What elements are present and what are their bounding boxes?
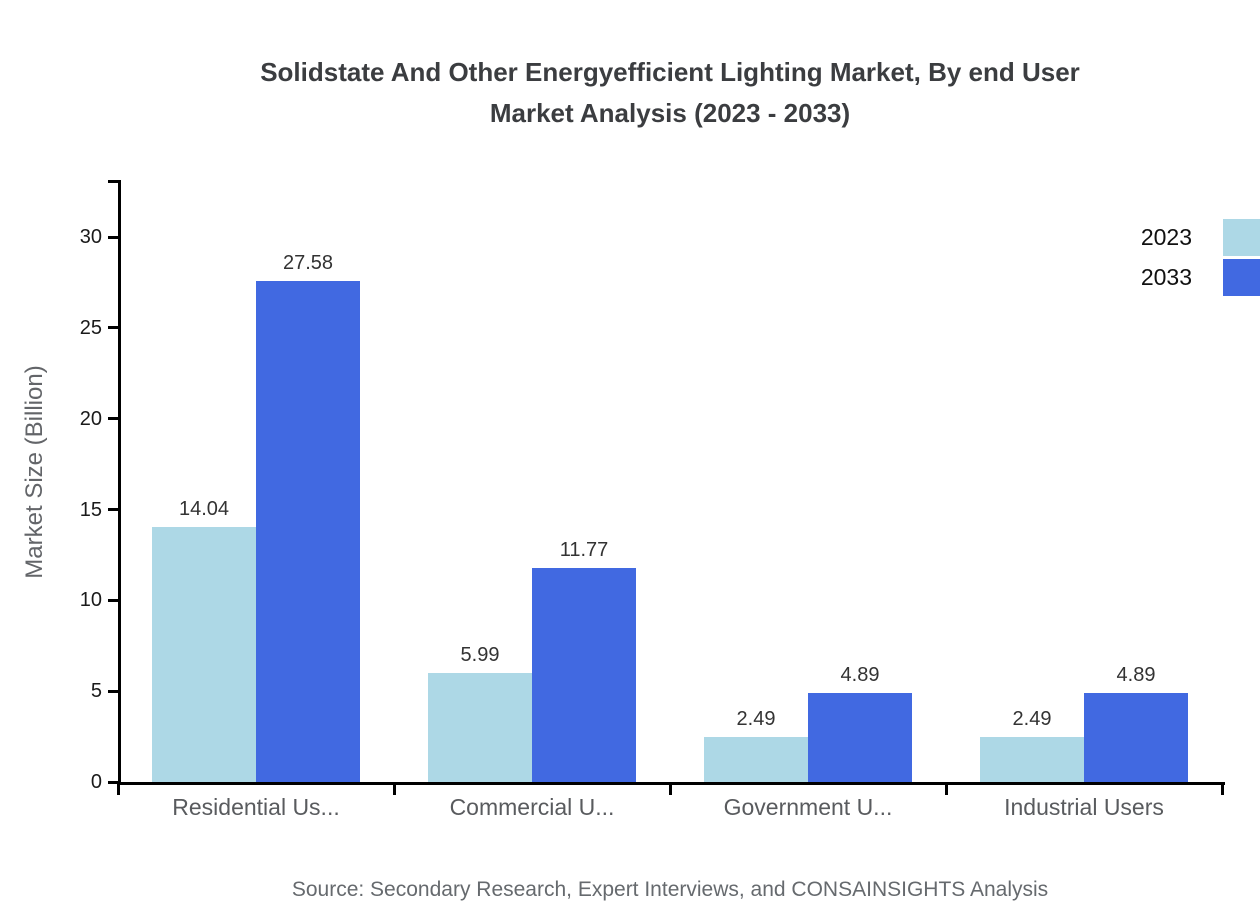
y-tick-label-10: 10	[79, 589, 102, 612]
x-tick-4	[1221, 782, 1224, 795]
bar-2023-commercial-u	[428, 673, 532, 782]
y-tick-label-30: 30	[79, 226, 102, 249]
x-tick-3	[945, 782, 948, 795]
legend-swatch-2033	[1223, 259, 1260, 296]
legend-label-2033: 2033	[1140, 264, 1192, 290]
y-tick-5	[108, 689, 118, 693]
plot-area: 14.04 27.58 5.99 11.77 2.49 4.89 2.49 4.89	[118, 180, 1222, 782]
legend-item-2033: 2033	[1141, 259, 1260, 296]
y-axis-title: Market Size (Billion)	[21, 365, 48, 579]
y-axis-line	[118, 180, 121, 785]
y-tick-label-20: 20	[79, 407, 102, 430]
bar-2033-government-u	[808, 693, 912, 782]
x-axis-category-labels: Residential Us... Commercial U... Governme…	[118, 794, 1222, 821]
category-label-residential-us: Residential Us...	[172, 794, 340, 820]
source-note: Source: Secondary Research, Expert Inter…	[80, 878, 1260, 902]
y-tick-label-15: 15	[79, 498, 102, 521]
y-tick-15	[108, 508, 118, 512]
y-tick-30	[108, 235, 118, 239]
chart-title: Solidstate And Other Energyefficient Lig…	[80, 52, 1260, 134]
bar-value-2023-commercial-u: 5.99	[460, 644, 500, 667]
source-note-text: Source: Secondary Research, Expert Inter…	[291, 878, 1049, 901]
y-tick-label-0: 0	[90, 771, 102, 793]
y-tick-20	[108, 417, 118, 421]
legend: 2023 2033	[1141, 219, 1260, 299]
bar-value-2023-government-u: 2.49	[736, 707, 776, 730]
bar-2023-residential-us	[152, 526, 256, 782]
bar-2033-commercial-u	[532, 568, 636, 782]
y-tick-25	[108, 326, 118, 330]
bar-value-2033-industrial-users: 4.89	[1116, 664, 1156, 687]
bar-2033-industrial-users	[1084, 693, 1188, 782]
x-tick-1	[393, 782, 396, 795]
y-tick-0	[108, 780, 118, 784]
legend-label-2023: 2023	[1140, 224, 1192, 250]
y-axis-end-tick	[108, 180, 121, 183]
bar-value-2023-industrial-users: 2.49	[1012, 707, 1052, 730]
legend-swatch-2023	[1223, 219, 1260, 256]
bar-2023-industrial-users	[980, 736, 1084, 782]
category-label-government-u: Government U...	[723, 794, 893, 820]
bar-2033-residential-us	[256, 281, 360, 782]
bar-value-2033-commercial-u: 11.77	[559, 539, 609, 562]
legend-item-2023: 2023	[1141, 219, 1260, 256]
bar-2023-government-u	[704, 736, 808, 782]
chart-title-line1: Solidstate And Other Energyefficient Lig…	[260, 57, 1080, 87]
y-tick-10	[108, 598, 118, 602]
x-tick-0	[117, 782, 120, 795]
y-tick-label-25: 25	[79, 316, 102, 339]
bar-value-2033-government-u: 4.89	[840, 664, 880, 687]
y-tick-label-5: 5	[90, 680, 102, 703]
x-tick-2	[669, 782, 672, 795]
category-label-industrial-users: Industrial Users	[1004, 794, 1164, 820]
bar-value-2023-residential-us: 14.04	[178, 497, 230, 520]
bar-value-2033-residential-us: 27.58	[282, 252, 334, 274]
chart-title-line2: Market Analysis (2023 - 2033)	[489, 98, 851, 128]
category-label-commercial-u: Commercial U...	[449, 794, 615, 820]
